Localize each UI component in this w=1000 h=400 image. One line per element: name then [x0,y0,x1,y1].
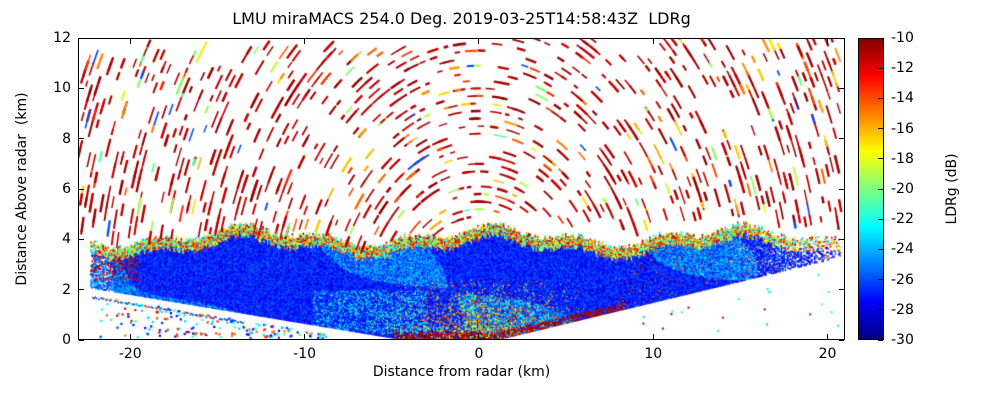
x-axis-label: Distance from radar (km) [372,364,551,380]
x-tick-label: -20 [118,346,142,362]
colorbar-tick [878,339,883,341]
x-tick-top [478,39,480,44]
colorbar-tick [878,188,883,190]
y-tick [79,37,84,39]
y-tick [79,188,84,190]
colorbar-tick-label: -20 [891,181,914,197]
x-tick-label: -10 [293,346,317,362]
x-tick-top [304,39,306,44]
colorbar-tick-label: -12 [891,60,914,77]
y-tick-right [839,188,844,190]
y-tick [79,87,84,89]
x-tick-top [652,39,654,44]
y-tick-label: 6 [62,181,71,197]
y-tick-right [839,238,844,240]
radar-heatmap-canvas [78,38,845,340]
colorbar-tick-label: -10 [891,30,914,46]
colorbar-tick-label: -22 [891,211,914,228]
colorbar-tick [878,158,883,160]
colorbar-tick-label: -18 [891,150,914,167]
y-tick-label: 2 [62,281,71,298]
y-tick-right [839,138,844,140]
colorbar-tick-label: -28 [891,301,914,318]
colorbar-tick [878,248,883,250]
colorbar-tick [878,67,883,69]
x-tick-top [129,39,131,44]
colorbar-tick [878,97,883,99]
y-tick-right [839,289,844,291]
colorbar-tick-label: -14 [891,90,914,107]
colorbar-tick-label: -30 [891,332,914,348]
colorbar-tick-label: -24 [891,241,914,258]
y-tick [79,289,84,291]
y-tick-label: 8 [62,130,71,147]
y-tick [79,138,84,140]
y-tick-label: 12 [53,30,71,46]
x-tick [478,334,480,339]
x-tick-label: 0 [474,346,484,362]
colorbar-tick-label: -16 [891,120,914,137]
x-tick-label: 20 [818,346,837,362]
x-tick-label: 10 [644,346,663,362]
x-tick [129,334,131,339]
colorbar-tick [878,218,883,220]
y-tick-right [839,37,844,39]
colorbar-tick [878,279,883,281]
x-tick [304,334,306,339]
colorbar-label: LDRg (dB) [944,153,960,225]
y-tick [79,238,84,240]
x-tick [652,334,654,339]
y-tick-label: 0 [62,332,71,348]
colorbar-tick-label: -26 [891,271,914,288]
y-tick-right [839,339,844,341]
y-tick [79,339,84,341]
x-tick [827,334,829,339]
y-tick-right [839,87,844,89]
colorbar-tick [878,37,883,39]
x-tick-top [827,39,829,44]
colorbar-tick [878,309,883,311]
colorbar-tick [878,128,883,130]
chart-title: LMU miraMACS 254.0 Deg. 2019-03-25T14:58… [232,9,691,28]
y-tick-label: 10 [53,80,71,97]
y-tick-label: 4 [62,231,71,248]
